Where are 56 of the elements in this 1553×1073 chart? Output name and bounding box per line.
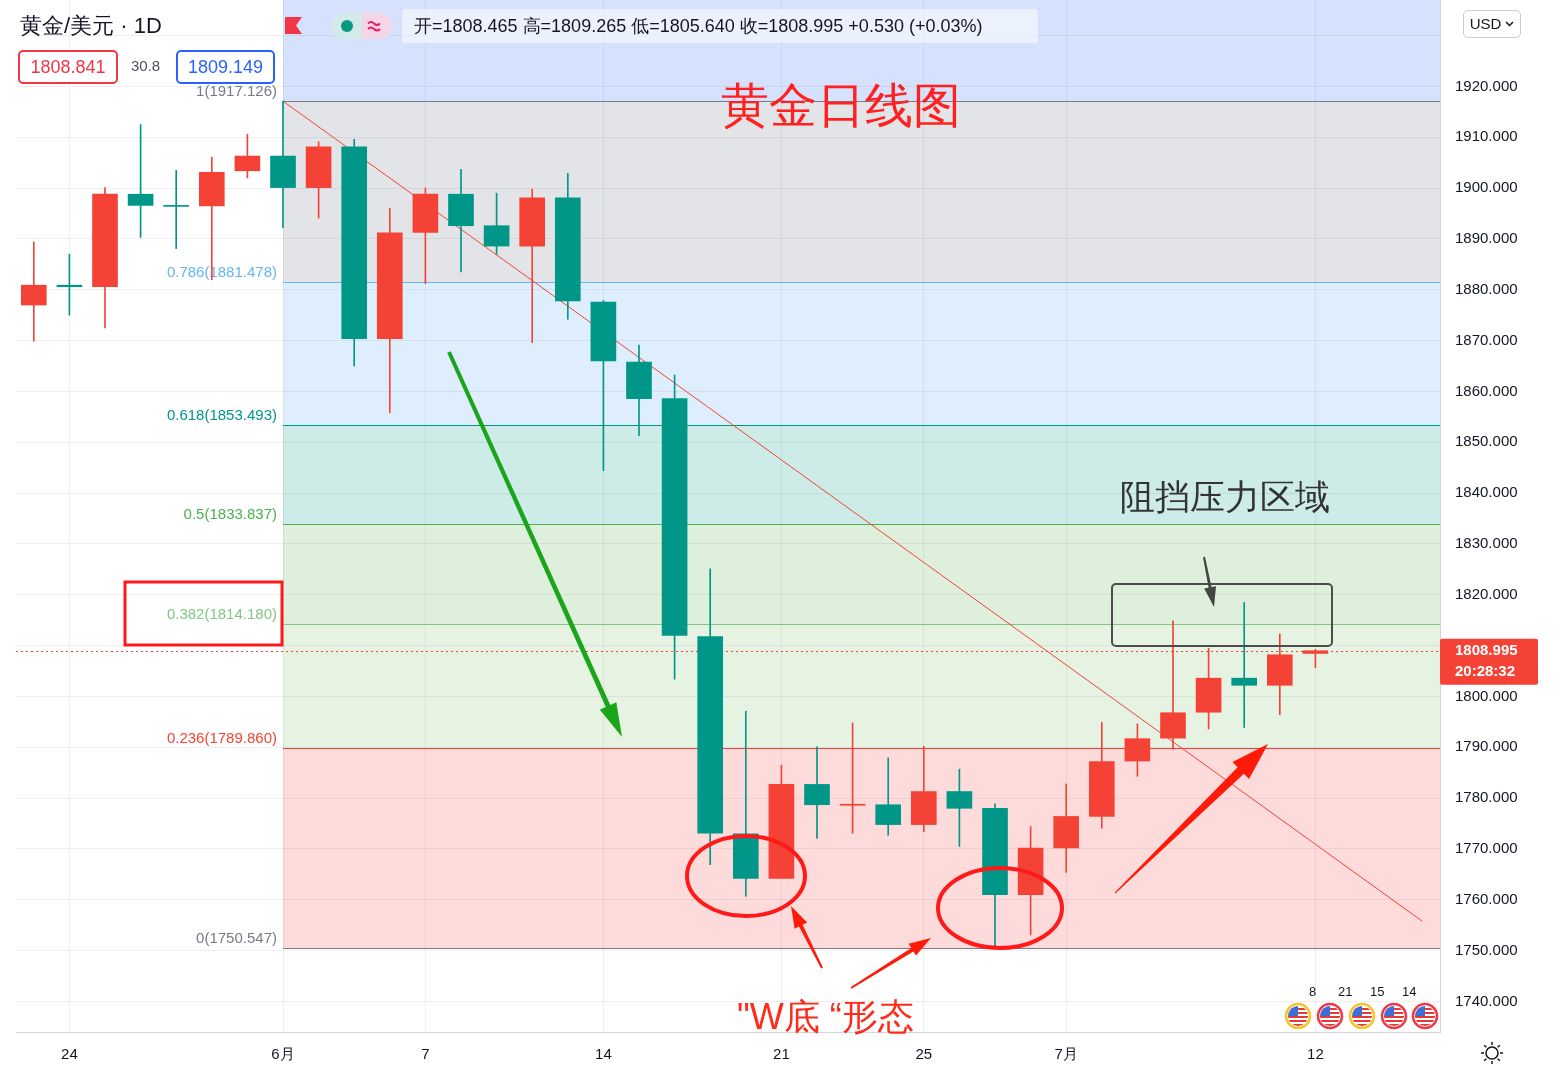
x-tick-label: 7月 — [1054, 1045, 1078, 1063]
annotation: 8 — [1309, 984, 1317, 1000]
ref-line-label: 1808.995 — [1455, 640, 1518, 658]
y-tick-label: 1790.000 — [1455, 737, 1518, 755]
y-tick-label: 1740.000 — [1455, 991, 1518, 1009]
y-tick-label: 1860.000 — [1455, 381, 1518, 399]
ref-line-label: 1(1917.126) — [196, 82, 277, 100]
annotation: 14 — [1402, 984, 1417, 1000]
candlestick — [804, 746, 830, 839]
x-tick-label: 12 — [1307, 1045, 1324, 1063]
candlestick — [163, 169, 190, 249]
text: 黄金日线图 — [721, 78, 961, 134]
annotation: 1808.841 — [30, 56, 106, 78]
ref-line-label: 0.5(1833.837) — [183, 505, 277, 523]
y-tick-label: 1890.000 — [1455, 229, 1518, 247]
quote-box: 1808.841 — [18, 50, 118, 84]
annotation: 15 — [1370, 984, 1385, 1000]
y-tick-label: 1750.000 — [1455, 940, 1518, 958]
ref-line-label: 0.618(1853.493) — [166, 406, 277, 424]
annotation: 1809.149 — [187, 56, 264, 78]
y-tick-label: 1830.000 — [1455, 534, 1518, 552]
x-tick-label: 14 — [595, 1045, 612, 1063]
text: 20:28:32 — [1455, 661, 1516, 679]
y-tick-label: 1850.000 — [1455, 432, 1518, 450]
candlestick — [270, 100, 296, 229]
dropdown-button: USD — [1463, 10, 1521, 38]
x-tick-label: 21 — [773, 1045, 790, 1063]
y-tick-label: 1770.000 — [1455, 839, 1518, 857]
x-tick-label: 7 — [421, 1045, 430, 1063]
y-tick-label: 1760.000 — [1455, 889, 1518, 907]
quote-box: 1809.149 — [176, 50, 275, 84]
x-tick-label: 6月 — [271, 1045, 295, 1063]
y-tick-label: 1820.000 — [1455, 584, 1518, 602]
candlestick — [20, 241, 47, 342]
y-tick-label: 1920.000 — [1455, 76, 1518, 94]
ref-line-label: 0.382(1814.180) — [166, 605, 277, 623]
annotation: 开=1808.465 高=1809.265 低=1805.640 收=1808.995 +0.530 (+0.03%) — [414, 15, 983, 37]
y-tick-label: 1870.000 — [1455, 330, 1518, 348]
x-tick-label: 25 — [915, 1045, 933, 1063]
y-tick-label: 1900.000 — [1455, 178, 1518, 196]
y-tick-label: 1780.000 — [1455, 788, 1518, 806]
candlestick — [732, 710, 759, 897]
y-tick-label: 1840.000 — [1455, 483, 1518, 501]
annotation: 21 — [1338, 984, 1353, 1000]
ref-line-label: 0.236(1789.860) — [166, 729, 277, 747]
annotation: 30.8 — [131, 57, 161, 75]
text: 黄金/美元 · 1D — [20, 12, 162, 40]
y-tick-label: 1880.000 — [1455, 279, 1518, 297]
annotation: "W底 “形态 — [737, 996, 914, 1038]
candlestick — [1231, 602, 1258, 728]
x-tick-label: 24 — [61, 1045, 78, 1063]
y-tick-label: 1910.000 — [1455, 127, 1518, 145]
y-tick-label: 1800.000 — [1455, 686, 1518, 704]
readout-panel: 开=1808.465 高=1809.265 低=1805.640 收=1808.995 +0.530 (+0.03%) — [402, 9, 1038, 43]
annotation: 阻挡压力区域 — [1120, 477, 1330, 518]
ref-line-label: 0(1750.547) — [196, 929, 277, 947]
